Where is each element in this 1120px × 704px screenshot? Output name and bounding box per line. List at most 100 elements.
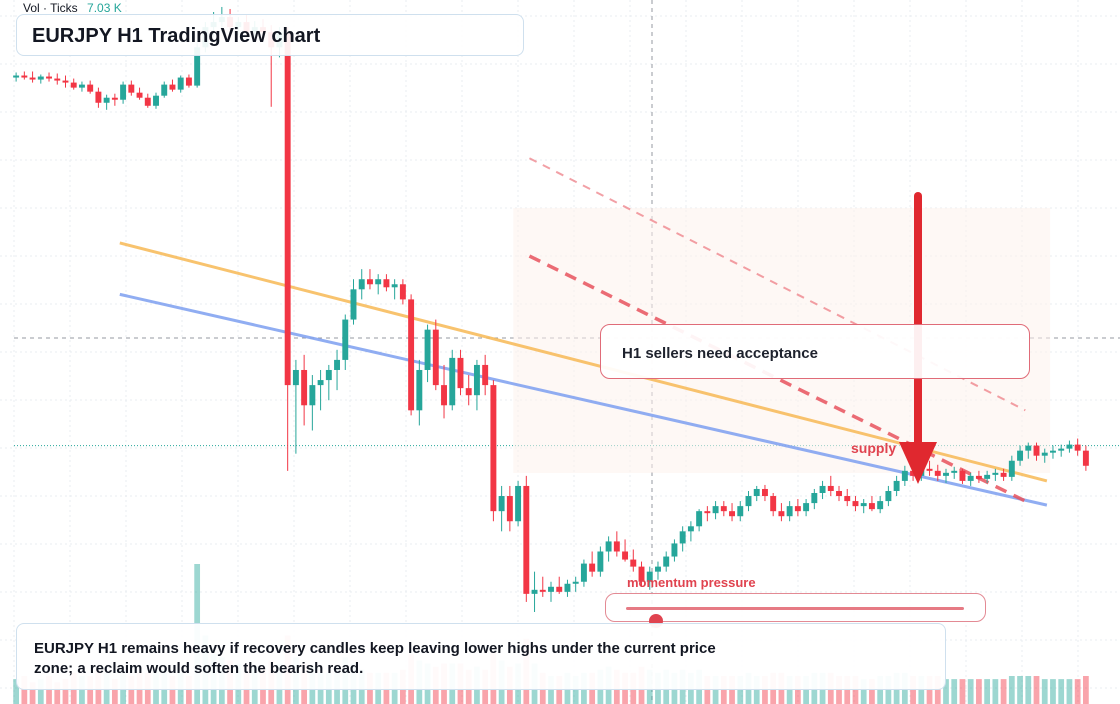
candle-body [523,485,530,594]
volume-bar [852,676,859,704]
candle-body [539,589,546,592]
candle-body [144,97,151,106]
candle-body [729,511,736,517]
candle-body [844,496,851,502]
candle-body [408,299,415,411]
candle-body [194,47,201,86]
candle-body [622,551,629,560]
sellers-callout-text: H1 sellers need acceptance [622,345,818,362]
candle-body [54,78,61,81]
candle-body [975,475,982,479]
volume-bar [1041,679,1048,704]
candle-body [868,503,875,510]
arrow-head [899,442,937,484]
candle-body [967,475,974,481]
candle-body [62,80,69,83]
volume-bar [959,679,966,704]
volume-bar [54,682,61,704]
candle-body [984,474,991,479]
candle-body [819,485,826,494]
candle-body [375,279,382,285]
volume-bar [572,676,579,704]
channel-line [528,157,1026,412]
volume-bar [1000,679,1007,704]
candle-body [120,84,127,100]
candle-body [1008,460,1015,477]
candle-body [1033,445,1040,456]
candle-body [860,503,867,507]
volume-bar [1050,679,1056,704]
candle-body [655,566,661,572]
momentum-track [626,607,964,628]
volume-bar [844,676,851,704]
candle-body [449,357,456,406]
candle-body [753,488,760,497]
volume-bar [1058,679,1065,704]
candle-body [358,279,365,290]
candle-body [1066,444,1073,449]
candle-body [1017,450,1024,461]
candle-body [712,506,719,514]
candle-body [564,583,571,592]
candle-body [342,319,349,360]
candle-body [794,506,801,512]
volume-bar [885,676,892,704]
candle-body [334,359,341,370]
candle-body [128,84,135,93]
candle-body [572,581,579,584]
analysis-note: EURJPY H1 remains heavy if recovery cand… [34,640,716,677]
candle-body [29,77,36,80]
volume-bar [556,676,563,704]
candle-body [424,329,431,370]
volume-bar [951,679,958,704]
candle-body [720,506,727,512]
volume-bar [926,676,933,704]
candle-body [811,493,818,504]
chart-title-box: EURJPY H1 TradingView chart [16,14,524,56]
volume-bar [984,679,991,704]
candle-body [877,501,884,510]
drawing-lines[interactable] [119,157,1048,507]
candle-body [506,496,513,522]
volume-bar [704,676,711,704]
volume-bar [21,676,28,704]
analysis-note-box: EURJPY H1 remains heavy if recovery cand… [16,623,946,690]
candle-body [679,531,686,544]
candle-body [350,289,357,320]
candle-body [490,385,497,512]
candle-body [893,480,900,491]
candle-body [1025,445,1032,451]
volume-bar [79,676,85,704]
volume-bar [869,679,875,704]
candle-body [177,77,184,90]
candle-body [992,472,999,475]
candle-body [284,32,291,386]
volume-bar [1025,676,1032,704]
candle-body [317,380,324,386]
candle-body [613,541,620,552]
candle-body [959,470,966,481]
candle-body [78,84,85,88]
candle-body [1000,472,1007,477]
candle-body [1082,450,1089,466]
candle-body [366,279,373,285]
candle-body [515,485,522,522]
trend-line [119,241,1048,483]
candle-body [926,468,933,471]
candle-body [943,472,949,476]
candle-body [185,77,192,86]
trend-line [119,292,1048,507]
candle-body [383,279,390,288]
candle-body [934,470,941,476]
volume-bar [976,679,982,704]
volume-bar [1008,676,1015,704]
candle-body [309,385,316,406]
candle-body [786,506,793,517]
volume-bar [720,676,727,704]
candle-body [465,388,472,396]
candle-body [704,511,711,514]
volume-bar [1074,679,1081,704]
candle-body [646,571,653,582]
volume-bar [877,676,884,704]
candle-body [21,75,28,78]
